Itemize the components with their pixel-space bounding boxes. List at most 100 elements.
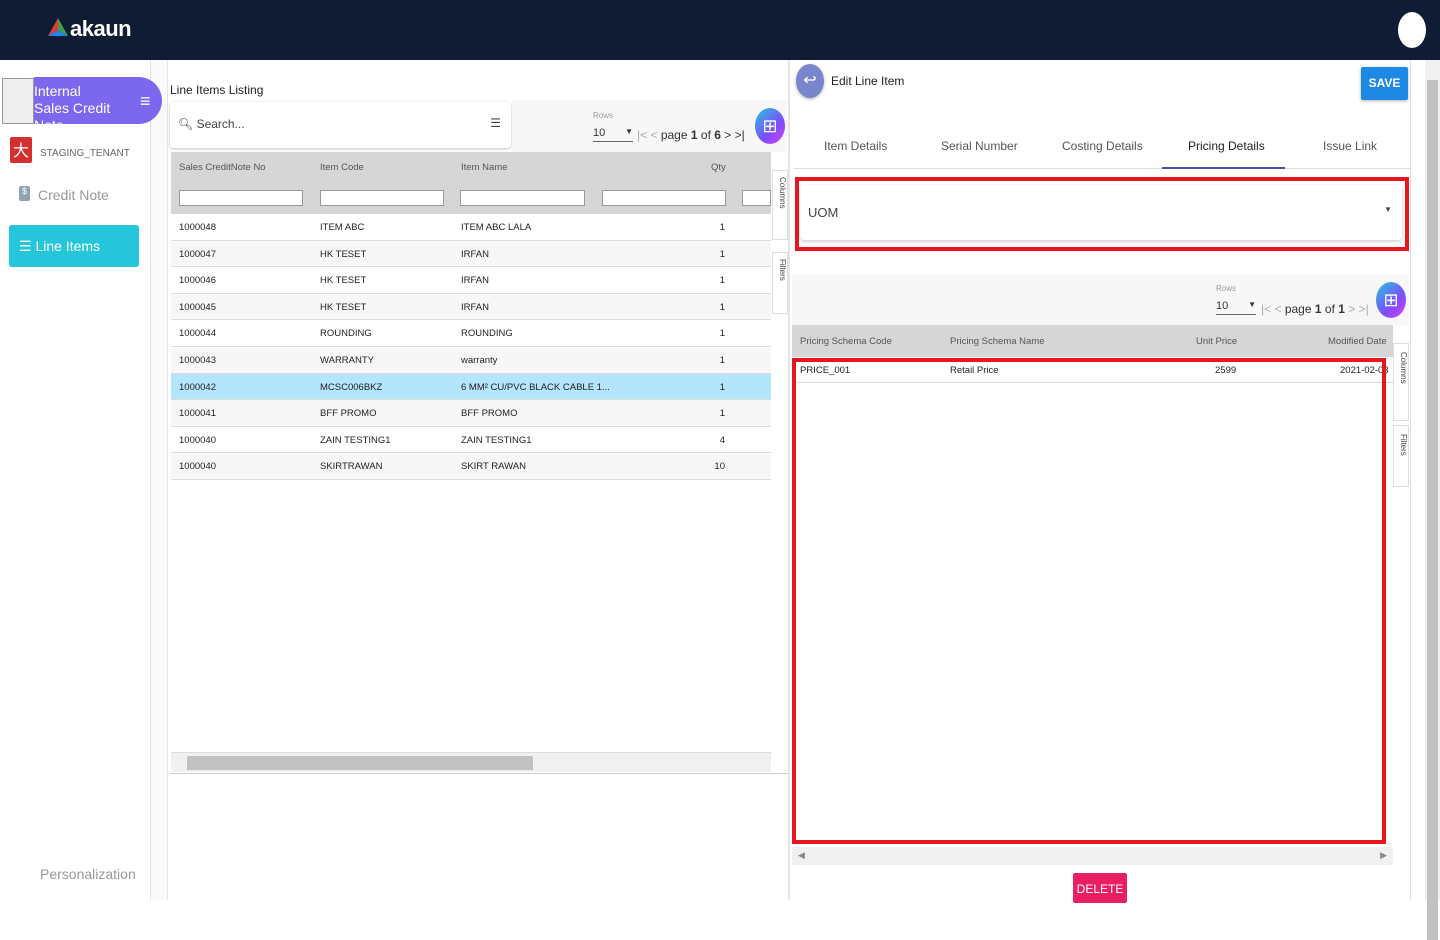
tab-pricing-details[interactable]: Pricing Details: [1188, 139, 1265, 153]
sidebar-divider: [151, 60, 168, 900]
cell-code: ZAIN TESTING1: [320, 434, 391, 446]
sidebar-item-personalization[interactable]: Personalization: [40, 866, 136, 882]
cell-name: IRFAN: [461, 248, 489, 260]
pricing-table-header: [792, 325, 1393, 357]
table-row[interactable]: 1000044 ROUNDING ROUNDING 1: [171, 320, 771, 347]
cell-name: 6 MM² CU/PVC BLACK CABLE 1...: [461, 381, 610, 393]
filters-side-tab[interactable]: Filters: [772, 252, 788, 314]
akaun-logo[interactable]: akaun: [48, 16, 132, 42]
table-row[interactable]: 1000045 HK TESET IRFAN 1: [171, 293, 771, 321]
table-row[interactable]: 1000040 SKIRTRAWAN SKIRT RAWAN 10: [171, 453, 771, 480]
prev-page-button[interactable]: <: [650, 128, 658, 142]
edit-title: Edit Line Item: [831, 74, 905, 88]
collapse-menu-icon[interactable]: ≡: [140, 91, 151, 111]
cell-qty: 1: [719, 408, 725, 420]
table-row[interactable]: PRICE_001 Retail Price 2599 2021-02-03: [792, 358, 1393, 383]
sidebar-tenant[interactable]: STAGING_TENANT: [40, 148, 130, 159]
cell-code: HK TESET: [320, 275, 367, 287]
column-header[interactable]: Modified Date: [1328, 336, 1387, 347]
cell-no: 1000046: [179, 275, 216, 287]
sidebar-item-credit-note[interactable]: Credit Note: [38, 187, 109, 203]
paginator: |< < page 1 of 1 > >|: [1261, 302, 1369, 316]
next-page-button[interactable]: >: [1348, 302, 1356, 316]
cell-name: ITEM ABC LALA: [461, 222, 532, 233]
tab-costing-details[interactable]: Costing Details: [1062, 139, 1143, 153]
filter-input[interactable]: [320, 190, 444, 206]
table-row[interactable]: 1000043 WARRANTY warranty 1: [171, 347, 771, 374]
chevron-down-icon: ▼: [1384, 205, 1392, 214]
table-row[interactable]: 1000046 HK TESET IRFAN 1: [171, 267, 771, 294]
rows-select[interactable]: 10 ▼: [593, 127, 633, 142]
first-page-button[interactable]: |<: [1261, 302, 1272, 316]
column-header[interactable]: Pricing Schema Name: [950, 336, 1045, 347]
tab-label: Filters: [778, 259, 787, 281]
cell-code: ROUNDING: [320, 328, 372, 340]
tab-issue-link[interactable]: Issue Link: [1323, 139, 1378, 153]
vertical-scrollbar[interactable]: [1425, 60, 1440, 940]
table-row[interactable]: 1000042 MCSC006BKZ 6 MM² CU/PVC BLACK CABL…: [171, 373, 771, 401]
cell-price: 2599: [1215, 365, 1237, 376]
tab-label: Columns: [1399, 352, 1408, 384]
tab-item-details[interactable]: Item Details: [824, 139, 888, 153]
columns-side-tab[interactable]: Columns: [772, 170, 788, 240]
table-row[interactable]: 1000047 HK TESET IRFAN 1: [171, 240, 771, 268]
filters-side-tab[interactable]: Filters: [1393, 425, 1409, 487]
horizontal-scrollbar[interactable]: [171, 752, 771, 772]
grid-view-button[interactable]: ⊞: [755, 108, 785, 144]
delete-button[interactable]: DELETE: [1073, 873, 1127, 903]
table-row[interactable]: 1000048 ITEM ABC ITEM ABC LALA 1: [171, 214, 771, 241]
next-page-button[interactable]: >: [724, 128, 732, 142]
last-page-button[interactable]: >|: [734, 128, 745, 142]
cell-name: ZAIN TESTING1: [461, 434, 532, 446]
cell-name: IRFAN: [461, 275, 489, 287]
filter-input[interactable]: [602, 190, 726, 206]
cell-code: HK TESET: [320, 301, 367, 313]
logo-text: akaun: [70, 16, 132, 41]
save-button[interactable]: SAVE: [1361, 67, 1408, 100]
cell-qty: 1: [719, 355, 725, 366]
cell-code: SKIRTRAWAN: [320, 461, 383, 473]
filter-input[interactable]: [742, 190, 771, 206]
uom-select[interactable]: UOM ▼: [800, 185, 1402, 240]
last-page-button[interactable]: >|: [1358, 302, 1369, 316]
uom-label: UOM: [808, 205, 839, 220]
cell-no: 1000041: [179, 408, 216, 420]
column-header[interactable]: Item Code: [320, 162, 364, 173]
prev-page-button[interactable]: <: [1274, 302, 1282, 316]
columns-side-tab[interactable]: Columns: [1393, 343, 1409, 421]
rows-select[interactable]: 10 ▼: [1216, 300, 1256, 315]
back-button[interactable]: ↩: [796, 64, 824, 98]
first-page-button[interactable]: |<: [637, 128, 648, 142]
filter-input[interactable]: [460, 190, 585, 206]
scrollbar-thumb[interactable]: [1427, 80, 1438, 940]
credit-note-app-icon: [2, 78, 34, 124]
column-header[interactable]: Sales CreditNote No: [179, 162, 266, 173]
table-row[interactable]: 1000041 BFF PROMO BFF PROMO 1: [171, 400, 771, 427]
column-header[interactable]: Item Name: [461, 162, 508, 173]
tab-label: Columns: [778, 177, 787, 209]
cell-qty: 1: [719, 301, 725, 313]
table-row[interactable]: 1000040 ZAIN TESTING1 ZAIN TESTING1 4: [171, 426, 771, 454]
grid-view-button[interactable]: ⊞: [1376, 282, 1406, 318]
list-icon: ☰: [19, 238, 36, 254]
total-pages: 1: [1338, 302, 1345, 316]
cell-qty: 10: [714, 461, 725, 473]
active-tab-indicator: [1162, 167, 1285, 169]
tab-serial-number[interactable]: Serial Number: [941, 139, 1018, 153]
sidebar-item-line-items[interactable]: ☰ Line Items: [9, 225, 139, 267]
scrollbar-thumb[interactable]: [187, 756, 533, 770]
user-avatar[interactable]: [1398, 12, 1426, 48]
column-header[interactable]: Pricing Schema Code: [800, 336, 892, 347]
search-input[interactable]: 🔍︎ Search... ☰: [170, 102, 511, 148]
filter-input[interactable]: [179, 190, 303, 206]
pricing-toolbar: [792, 275, 1409, 325]
cell-name: BFF PROMO: [461, 408, 518, 420]
cell-no: 1000040: [179, 434, 216, 446]
horizontal-scrollbar[interactable]: ◀ ▶: [792, 847, 1393, 865]
filter-icon[interactable]: ☰: [490, 116, 501, 130]
tab-label: Filters: [1399, 434, 1408, 456]
app-title: Internal Sales Credit Note: [34, 77, 162, 133]
column-header[interactable]: Qty: [711, 162, 726, 173]
page-number: 1: [1314, 302, 1322, 316]
column-header[interactable]: Unit Price: [1196, 336, 1238, 347]
